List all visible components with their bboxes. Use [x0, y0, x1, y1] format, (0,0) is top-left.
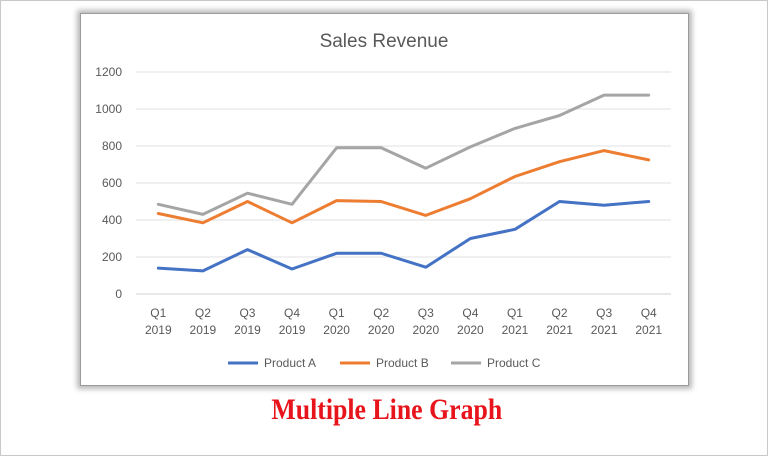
x-tick-label-quarter: Q1 — [507, 306, 523, 320]
x-tick-label-quarter: Q2 — [552, 306, 568, 320]
series-line-product-a — [156, 200, 651, 273]
y-tick-label: 1000 — [95, 102, 122, 116]
legend-item-product-a: Product A — [228, 356, 316, 370]
y-tick-label: 600 — [102, 176, 122, 190]
x-tick-label-year: 2021 — [502, 323, 529, 337]
x-tick-label-year: 2021 — [546, 323, 573, 337]
legend-label: Product B — [376, 356, 429, 370]
chart-title: Sales Revenue — [320, 31, 449, 52]
x-axis-ticks: Q1 2019 Q2 2019 Q3 2019 Q4 2019 Q1 2020 Q2 2020 Q3 20… — [145, 306, 662, 337]
x-tick-label-year: 2019 — [190, 323, 217, 337]
x-tick-label-quarter: Q2 — [373, 306, 389, 320]
x-tick-label-year: 2021 — [635, 323, 662, 337]
x-tick-label-year: 2019 — [145, 323, 172, 337]
x-tick-label-year: 2020 — [368, 323, 395, 337]
x-tick-label-year: 2020 — [457, 323, 484, 337]
legend-label: Product C — [487, 356, 541, 370]
x-tick-label-quarter: Q3 — [239, 306, 255, 320]
x-tick-label-quarter: Q3 — [596, 306, 612, 320]
y-tick-label: 800 — [102, 139, 122, 153]
x-tick-label-year: 2019 — [234, 323, 261, 337]
gridlines — [136, 71, 671, 295]
y-tick-label: 400 — [102, 213, 122, 227]
series-lines — [156, 93, 651, 273]
x-tick-label-year: 2019 — [279, 323, 306, 337]
legend: Product A Product B Product C — [228, 356, 541, 370]
legend-item-product-c: Product C — [451, 356, 541, 370]
x-tick-label-year: 2021 — [591, 323, 618, 337]
x-tick-label-quarter: Q4 — [462, 306, 478, 320]
y-tick-label: 200 — [102, 250, 122, 264]
x-tick-label-year: 2020 — [323, 323, 350, 337]
x-tick-label-quarter: Q1 — [329, 306, 345, 320]
y-tick-label: 1200 — [95, 65, 122, 79]
x-tick-label-quarter: Q1 — [150, 306, 166, 320]
series-line-product-c — [156, 93, 651, 216]
x-tick-label-year: 2020 — [412, 323, 439, 337]
chart-panel: Sales Revenue 0 200 400 600 800 1000 1200 Q1 20… — [80, 13, 689, 386]
x-tick-label-quarter: Q4 — [284, 306, 300, 320]
y-axis-ticks: 0 200 400 600 800 1000 1200 — [95, 65, 122, 301]
x-tick-label-quarter: Q3 — [418, 306, 434, 320]
figure-caption: Multiple Line Graph — [271, 393, 503, 426]
series-line-product-b — [156, 149, 651, 225]
line-chart: Sales Revenue 0 200 400 600 800 1000 1200 Q1 20… — [95, 31, 671, 370]
legend-label: Product A — [264, 356, 316, 370]
x-tick-label-quarter: Q4 — [641, 306, 657, 320]
legend-item-product-b: Product B — [340, 356, 429, 370]
y-tick-label: 0 — [115, 287, 122, 301]
x-tick-label-quarter: Q2 — [195, 306, 211, 320]
